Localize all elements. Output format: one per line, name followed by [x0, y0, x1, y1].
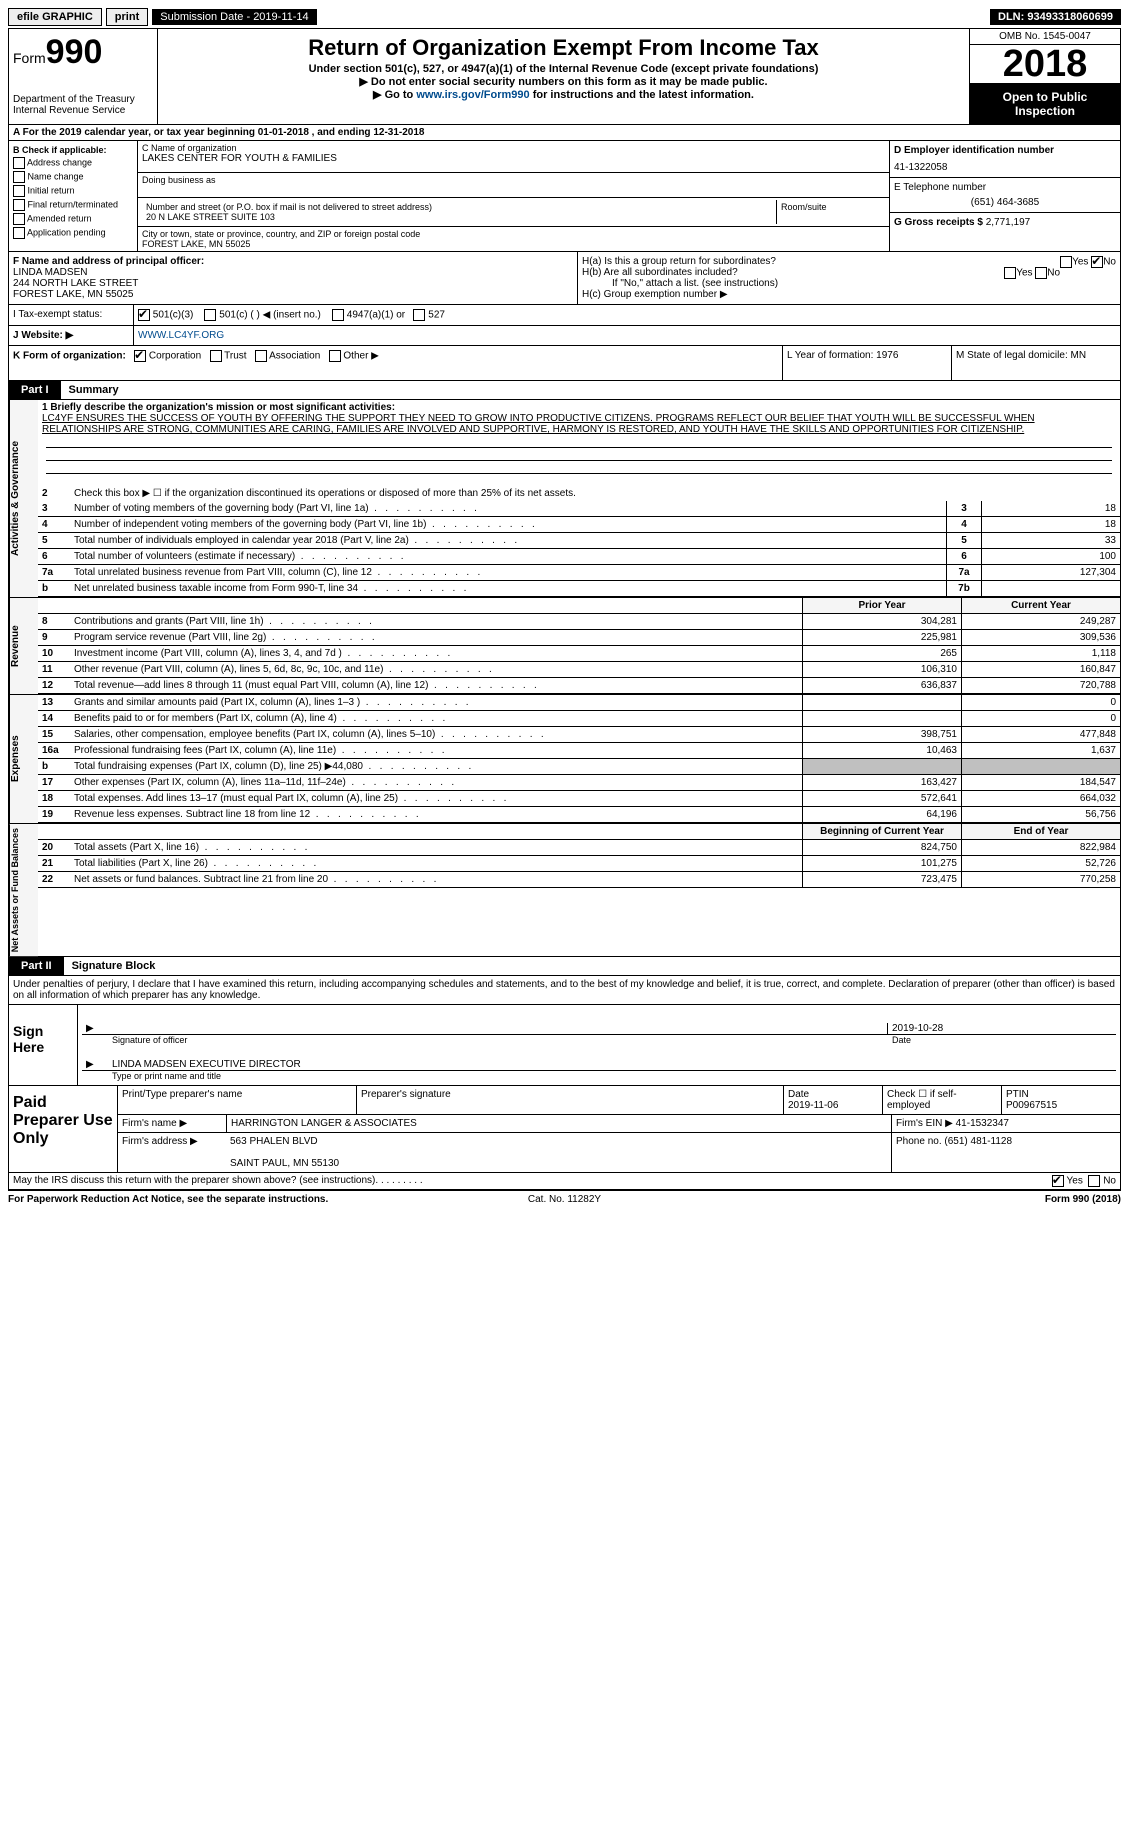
- form-title: Return of Organization Exempt From Incom…: [162, 35, 965, 61]
- line-11: 11 Other revenue (Part VIII, column (A),…: [38, 662, 1120, 678]
- line-15: 15 Salaries, other compensation, employe…: [38, 727, 1120, 743]
- mission: 1 Briefly describe the organization's mi…: [38, 400, 1120, 486]
- line-17: 17 Other expenses (Part IX, column (A), …: [38, 775, 1120, 791]
- part-ii-header: Part II Signature Block: [9, 957, 1120, 976]
- sign-here: Sign Here ▶ 2019-10-28 Signature of offi…: [9, 1005, 1120, 1086]
- vtab-activities: Activities & Governance: [9, 400, 38, 597]
- line-10: 10 Investment income (Part VIII, column …: [38, 646, 1120, 662]
- submission-date: Submission Date - 2019-11-14: [152, 9, 316, 25]
- line-22: 22 Net assets or fund balances. Subtract…: [38, 872, 1120, 888]
- open-to-public: Open to Public Inspection: [970, 84, 1120, 124]
- group-return: H(a) Is this a group return for subordin…: [577, 252, 1120, 304]
- line-12: 12 Total revenue—add lines 8 through 11 …: [38, 678, 1120, 694]
- top-toolbar: efile GRAPHIC print Submission Date - 20…: [8, 8, 1121, 26]
- line-16a: 16a Professional fundraising fees (Part …: [38, 743, 1120, 759]
- principal-officer: F Name and address of principal officer:…: [9, 252, 577, 304]
- vtab-revenue: Revenue: [9, 598, 38, 694]
- irs-discuss: May the IRS discuss this return with the…: [9, 1173, 1120, 1190]
- col-de: D Employer identification number 41-1322…: [889, 141, 1120, 251]
- efile-button[interactable]: efile GRAPHIC: [8, 8, 102, 26]
- paid-preparer: Paid Preparer Use Only Print/Type prepar…: [9, 1086, 1120, 1173]
- line-8: 8 Contributions and grants (Part VIII, l…: [38, 614, 1120, 630]
- row-a-period: A For the 2019 calendar year, or tax yea…: [9, 125, 1120, 141]
- org-website-link[interactable]: WWW.LC4YF.ORG: [138, 330, 224, 341]
- part-i-header: Part I Summary: [9, 381, 1120, 400]
- vtab-netassets: Net Assets or Fund Balances: [9, 824, 38, 956]
- form-of-org: K Form of organization: Corporation Trus…: [9, 346, 1120, 381]
- tax-year: 2018: [970, 45, 1120, 84]
- print-button[interactable]: print: [106, 8, 148, 26]
- tax-exempt-status: I Tax-exempt status: 501(c)(3) 501(c) ( …: [9, 305, 1120, 326]
- col-c-org-info: C Name of organization LAKES CENTER FOR …: [138, 141, 889, 251]
- form-header: Form990 Department of the Treasury Inter…: [9, 29, 1120, 125]
- vtab-expenses: Expenses: [9, 695, 38, 823]
- perjury-statement: Under penalties of perjury, I declare th…: [9, 976, 1120, 1005]
- line-14: 14 Benefits paid to or for members (Part…: [38, 711, 1120, 727]
- irs-link[interactable]: www.irs.gov/Form990: [416, 89, 529, 101]
- line-5: 5 Total number of individuals employed i…: [38, 533, 1120, 549]
- line-19: 19 Revenue less expenses. Subtract line …: [38, 807, 1120, 823]
- line-21: 21 Total liabilities (Part X, line 26) 1…: [38, 856, 1120, 872]
- line-7a: 7a Total unrelated business revenue from…: [38, 565, 1120, 581]
- line-4: 4 Number of independent voting members o…: [38, 517, 1120, 533]
- page-footer: For Paperwork Reduction Act Notice, see …: [8, 1191, 1121, 1208]
- line-18: 18 Total expenses. Add lines 13–17 (must…: [38, 791, 1120, 807]
- dln: DLN: 93493318060699: [990, 9, 1121, 25]
- website-row: J Website: ▶ WWW.LC4YF.ORG: [9, 326, 1120, 346]
- line-b: b Total fundraising expenses (Part IX, c…: [38, 759, 1120, 775]
- line-20: 20 Total assets (Part X, line 16) 824,75…: [38, 840, 1120, 856]
- line-3: 3 Number of voting members of the govern…: [38, 501, 1120, 517]
- line-13: 13 Grants and similar amounts paid (Part…: [38, 695, 1120, 711]
- line-9: 9 Program service revenue (Part VIII, li…: [38, 630, 1120, 646]
- col-b-checkboxes: B Check if applicable: Address change Na…: [9, 141, 138, 251]
- line- b: b Net unrelated business taxable income …: [38, 581, 1120, 597]
- line-6: 6 Total number of volunteers (estimate i…: [38, 549, 1120, 565]
